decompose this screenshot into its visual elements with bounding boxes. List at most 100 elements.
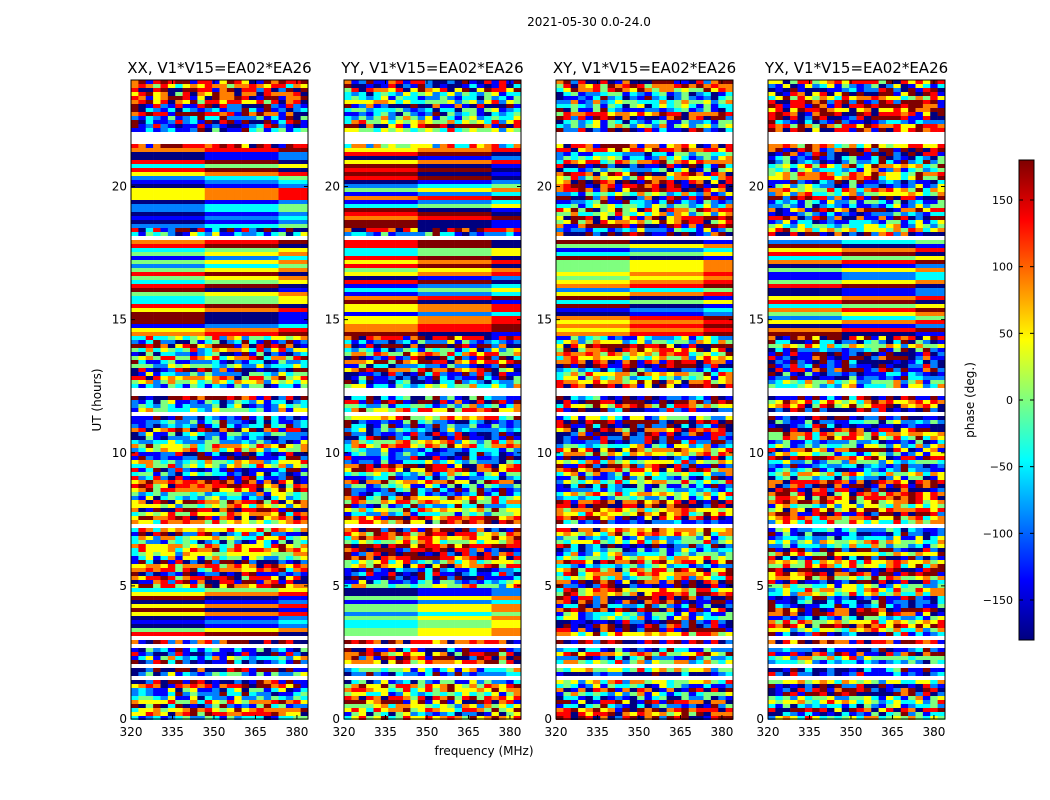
- heatmap-cell: [380, 320, 389, 324]
- heatmap-cell: [153, 168, 161, 172]
- heatmap-cell: [226, 248, 235, 252]
- heatmap-cell: [204, 708, 213, 712]
- heatmap-cell: [300, 160, 309, 164]
- heatmap-cell: [417, 280, 426, 284]
- heatmap-cell: [197, 480, 206, 484]
- heatmap-cell: [175, 568, 183, 572]
- heatmap-cell: [226, 408, 235, 412]
- heatmap-cell: [417, 84, 426, 88]
- heatmap-cell: [167, 188, 176, 192]
- heatmap-cell: [447, 224, 455, 228]
- heatmap-cell: [204, 184, 213, 188]
- heatmap-cell: [271, 344, 279, 348]
- heatmap-cell: [234, 200, 242, 204]
- heatmap-cell: [249, 280, 257, 284]
- heatmap-cell: [425, 156, 433, 160]
- heatmap-cell: [197, 288, 206, 292]
- heatmap-cell: [358, 184, 367, 188]
- heatmap-cell: [256, 616, 265, 620]
- heatmap-cell: [226, 648, 235, 652]
- heatmap-cell: [256, 188, 265, 192]
- heatmap-cell: [175, 424, 183, 428]
- heatmap-cell: [160, 216, 169, 220]
- heatmap-cell: [271, 616, 279, 620]
- heatmap-cell: [190, 448, 198, 452]
- heatmap-cell: [278, 668, 287, 672]
- heatmap-cell: [175, 104, 183, 108]
- heatmap-cell: [226, 616, 235, 620]
- heatmap-cell: [285, 556, 294, 560]
- heatmap-cell: [131, 692, 139, 696]
- heatmap-cell: [278, 148, 287, 152]
- heatmap-cell: [160, 480, 169, 484]
- heatmap-cell: [167, 320, 176, 324]
- heatmap-cell: [366, 84, 374, 88]
- heatmap-cell: [138, 160, 147, 164]
- heatmap-cell: [256, 472, 265, 476]
- heatmap-cell: [249, 104, 257, 108]
- heatmap-cell: [167, 680, 176, 684]
- heatmap-cell: [462, 200, 470, 204]
- heatmap-cell: [417, 88, 426, 92]
- heatmap-cell: [293, 528, 301, 532]
- heatmap-cell: [167, 436, 176, 440]
- heatmap-cell: [145, 216, 154, 220]
- heatmap-cell: [145, 88, 154, 92]
- heatmap-cell: [226, 472, 235, 476]
- heatmap-cell: [395, 92, 404, 96]
- heatmap-cell: [358, 296, 367, 300]
- heatmap-cell: [366, 172, 374, 176]
- heatmap-cell: [380, 152, 389, 156]
- heatmap-cell: [300, 500, 309, 504]
- heatmap-cell: [366, 280, 374, 284]
- heatmap-cell: [153, 416, 161, 420]
- heatmap-cell: [219, 464, 228, 468]
- heatmap-cell: [506, 228, 514, 232]
- heatmap-cell: [234, 712, 242, 716]
- heatmap-cell: [182, 360, 191, 364]
- heatmap-cell: [153, 696, 161, 700]
- heatmap-cell: [138, 620, 147, 624]
- heatmap-cell: [410, 112, 419, 116]
- heatmap-cell: [241, 404, 250, 408]
- heatmap-cell: [366, 216, 374, 220]
- heatmap-cell: [212, 148, 220, 152]
- heatmap-cell: [300, 456, 309, 460]
- heatmap-cell: [145, 428, 154, 432]
- heatmap-cell: [271, 612, 279, 616]
- heatmap-cell: [153, 96, 161, 100]
- heatmap-cell: [476, 304, 485, 308]
- heatmap-cell: [167, 332, 176, 336]
- heatmap-cell: [167, 152, 176, 156]
- heatmap-cell: [219, 408, 228, 412]
- heatmap-cell: [153, 308, 161, 312]
- heatmap-cell: [219, 696, 228, 700]
- heatmap-cell: [212, 472, 220, 476]
- heatmap-cell: [395, 116, 404, 120]
- heatmap-cell: [182, 276, 191, 280]
- heatmap-cell: [175, 248, 183, 252]
- heatmap-cell: [417, 228, 426, 232]
- heatmap-cell: [145, 504, 154, 508]
- heatmap-cell: [175, 620, 183, 624]
- heatmap-cell: [234, 484, 242, 488]
- heatmap-cell: [293, 560, 301, 564]
- heatmap-cell: [344, 152, 352, 156]
- heatmap-cell: [256, 608, 265, 612]
- heatmap-cell: [271, 544, 279, 548]
- heatmap-cell: [175, 220, 183, 224]
- heatmap-cell: [197, 456, 206, 460]
- heatmap-cell: [366, 320, 374, 324]
- heatmap-cell: [153, 104, 161, 108]
- heatmap-cell: [249, 464, 257, 468]
- heatmap-cell: [212, 248, 220, 252]
- heatmap-cell: [491, 168, 500, 172]
- heatmap-cell: [498, 144, 507, 148]
- heatmap-cell: [432, 128, 441, 132]
- heatmap-cell: [271, 128, 279, 132]
- heatmap-cell: [447, 184, 455, 188]
- heatmap-cell: [212, 256, 220, 260]
- heatmap-cell: [160, 200, 169, 204]
- heatmap-cell: [447, 176, 455, 180]
- heatmap-cell: [454, 144, 463, 148]
